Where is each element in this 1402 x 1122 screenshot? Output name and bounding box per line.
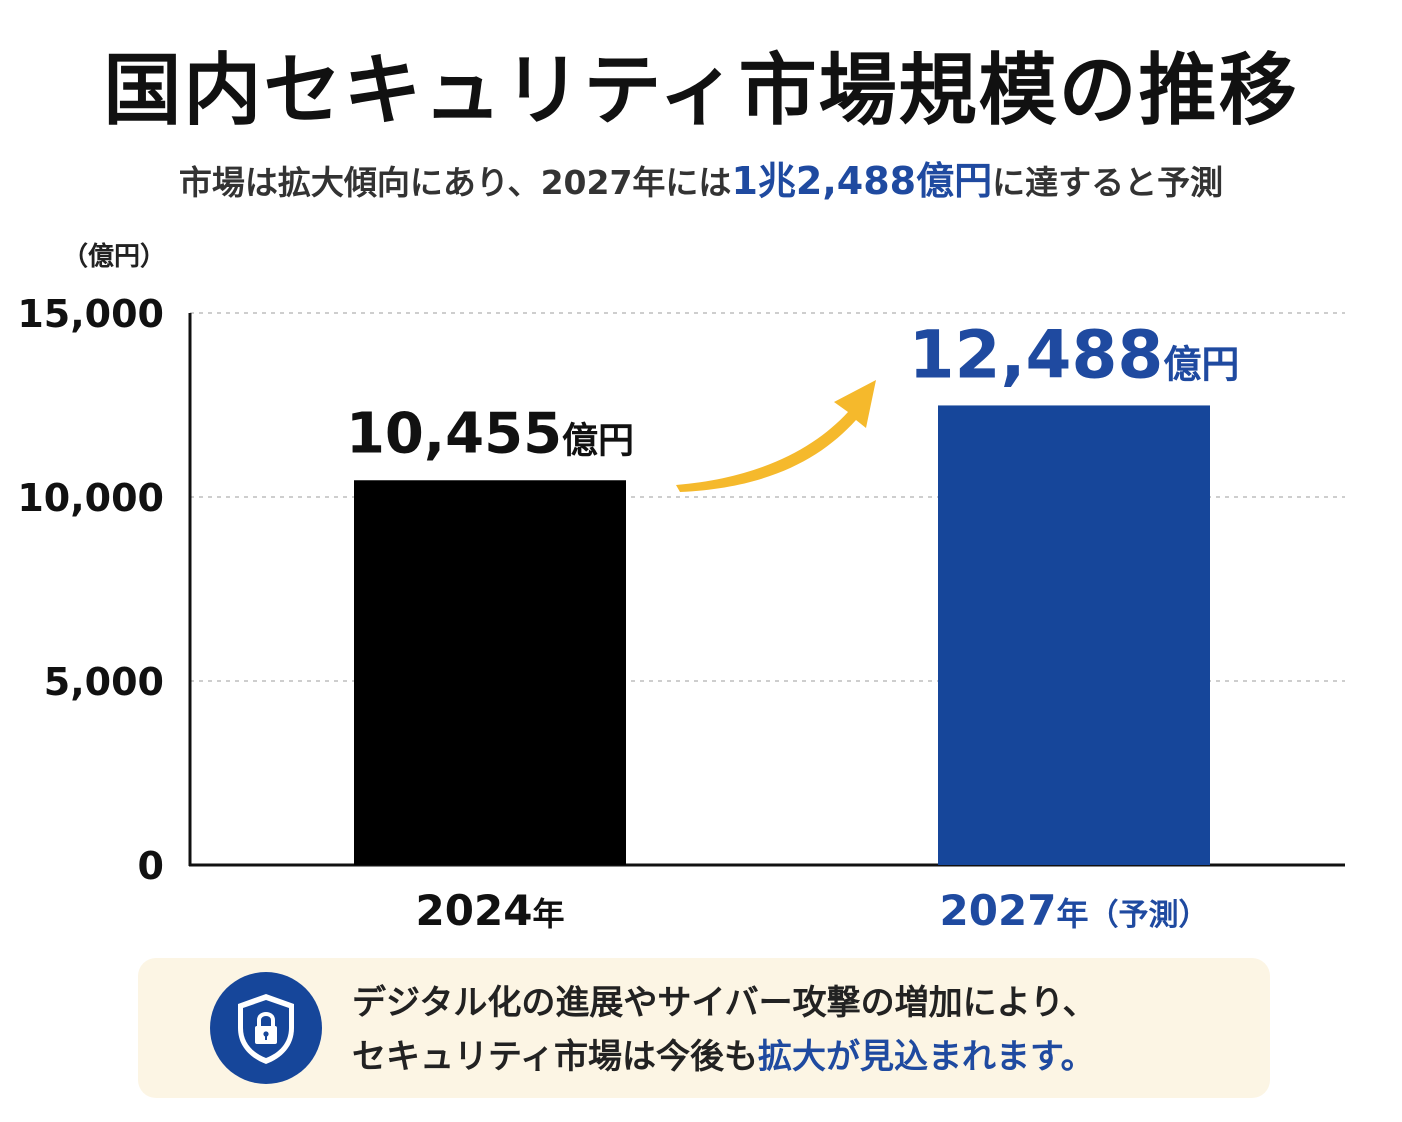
- bar: [354, 480, 626, 865]
- note-line-2: セキュリティ市場は今後も拡大が見込まれます。: [352, 1030, 1252, 1084]
- bar-chart: 0 5,000 10,000 15,000 10,455億円 2024年 12,488億円 2…: [17, 292, 1345, 935]
- note-line-1: デジタル化の進展やサイバー攻撃の増加により、: [352, 983, 1097, 1023]
- note-line-2-highlight: 拡大が見込まれます。: [757, 1037, 1095, 1077]
- note-line-2-text: セキュリティ市場は今後も: [352, 1037, 758, 1077]
- chart-title: 国内セキュリティ市場規模の推移: [103, 46, 1299, 136]
- info-note-box: デジタル化の進展やサイバー攻撃の増加により、 セキュリティ市場は今後も拡大が見込…: [138, 958, 1270, 1098]
- shield-lock-icon: [210, 972, 322, 1084]
- y-tick-label: 0: [138, 844, 164, 888]
- chart-subtitle: 市場は拡大傾向にあり、2027年には1兆2,488億円に達すると予測: [0, 150, 1402, 205]
- bar-value-label: 12,488億円: [909, 316, 1240, 393]
- growth-arrow-icon: [676, 380, 876, 492]
- x-tick-label: 2027年（予測）: [940, 886, 1209, 935]
- subtitle-text-after: に達すると予測: [992, 163, 1224, 202]
- y-tick-label: 10,000: [17, 476, 164, 520]
- y-tick-label: 15,000: [17, 292, 164, 336]
- subtitle-highlight: 1兆2,488億円: [731, 159, 993, 203]
- y-axis-unit-label: （億円）: [62, 242, 167, 272]
- y-tick-label: 5,000: [44, 660, 164, 704]
- x-tick-label: 2024年: [416, 886, 565, 935]
- note-text: デジタル化の進展やサイバー攻撃の増加により、 セキュリティ市場は今後も拡大が見込…: [352, 976, 1252, 1084]
- bar-value-label: 10,455億円: [346, 401, 634, 466]
- subtitle-text-before: 市場は拡大傾向にあり、2027年には: [178, 163, 732, 202]
- bar: [938, 405, 1210, 865]
